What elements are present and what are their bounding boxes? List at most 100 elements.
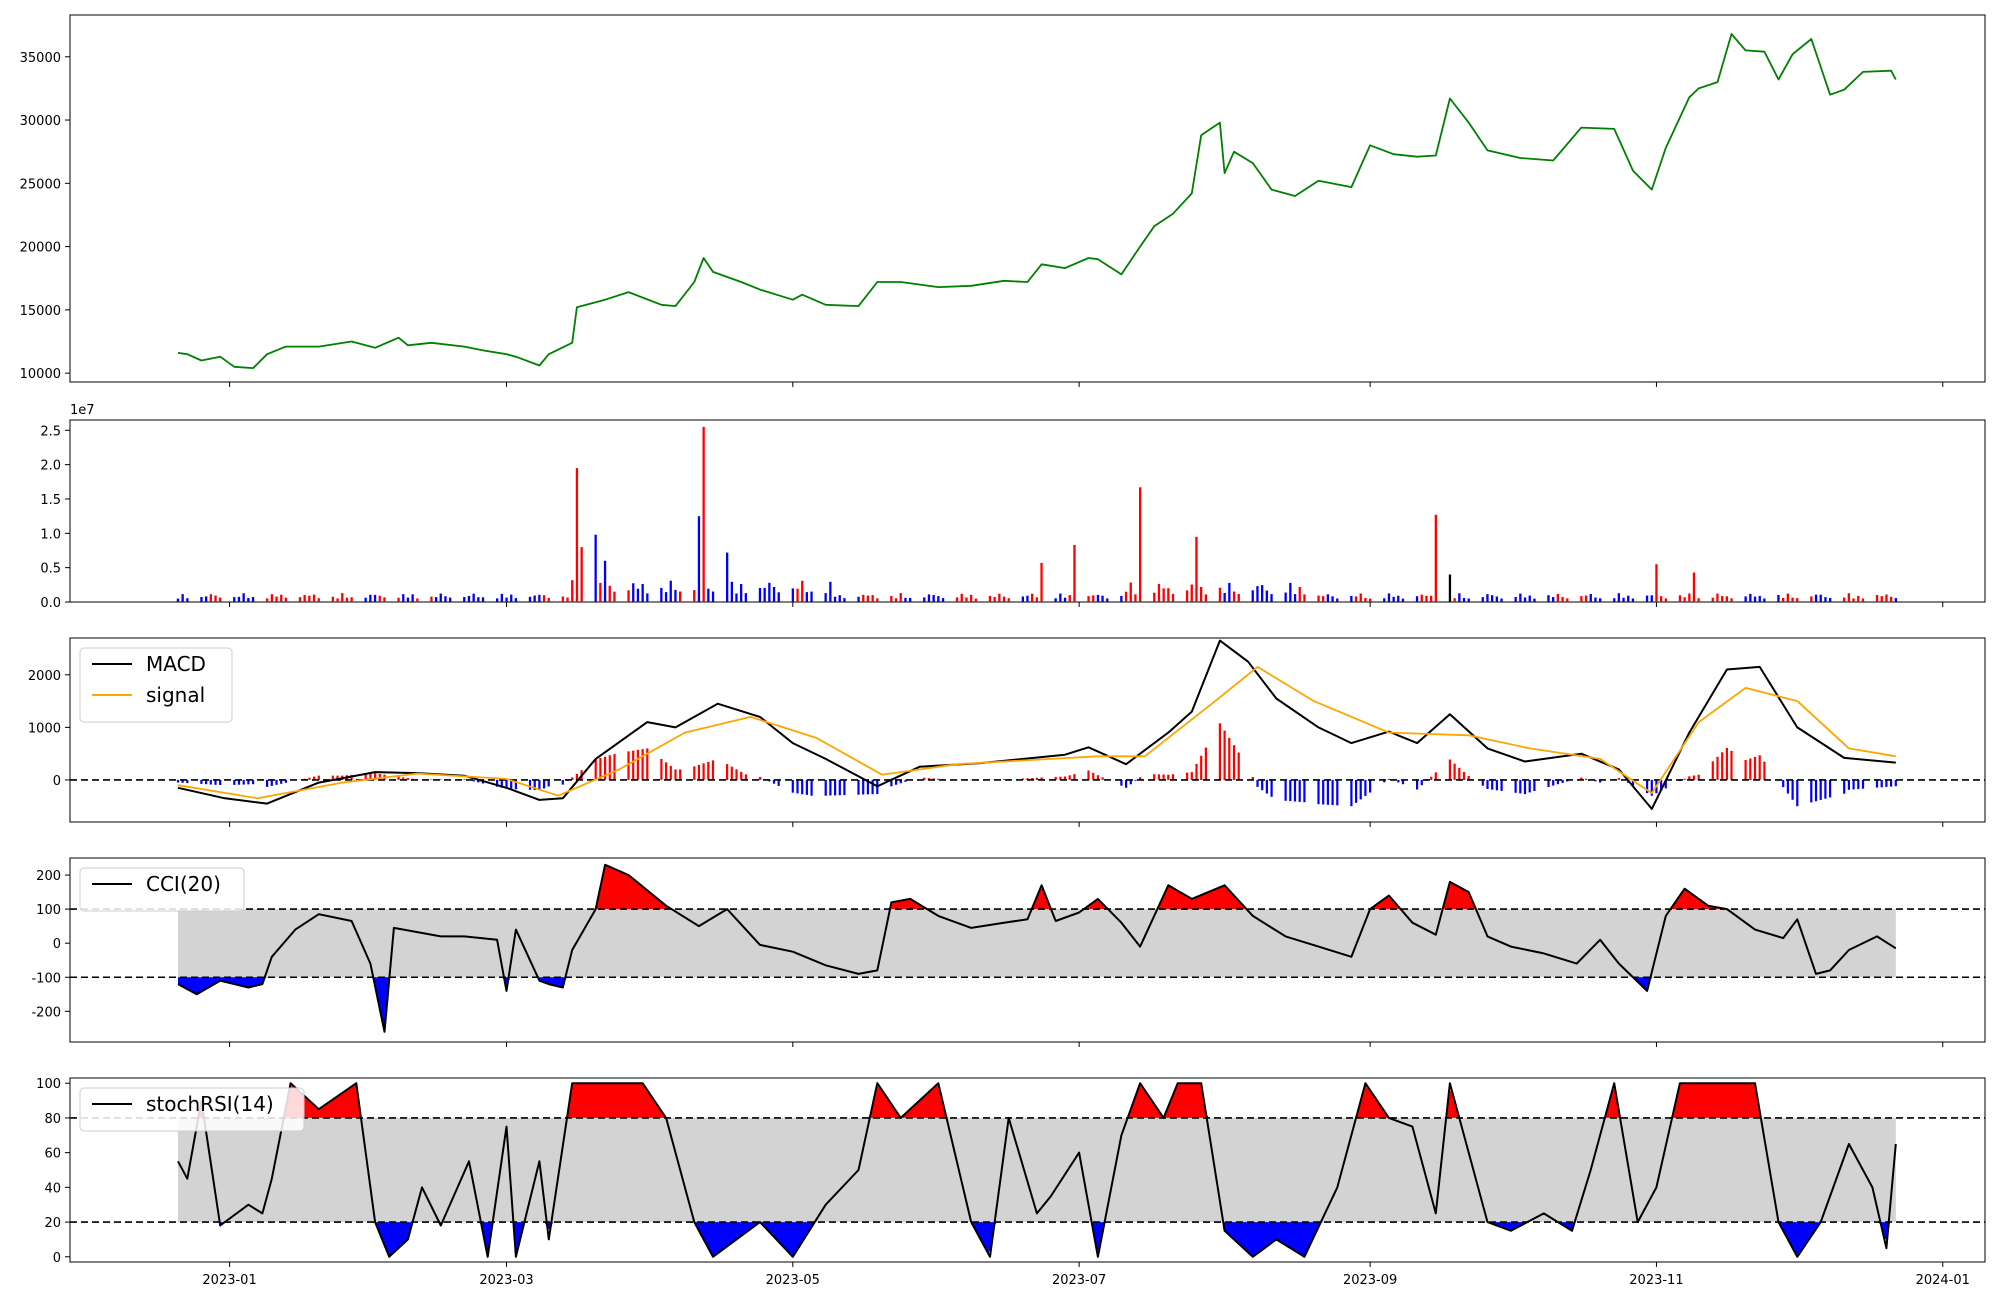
macd-histogram-bar bbox=[1035, 777, 1038, 780]
macd-histogram-bar bbox=[561, 779, 564, 785]
volume-bar bbox=[1599, 598, 1602, 602]
macd-histogram-bar bbox=[772, 779, 776, 784]
macd-histogram-bar bbox=[1500, 779, 1503, 791]
volume-bar bbox=[1711, 597, 1714, 602]
volume-bar bbox=[580, 547, 583, 602]
volume-bar bbox=[1401, 598, 1405, 602]
volume-bar bbox=[373, 594, 377, 602]
macd-histogram-bar bbox=[1125, 779, 1128, 788]
volume-bar bbox=[1514, 597, 1517, 602]
macd-histogram-bar bbox=[402, 777, 405, 780]
macd-histogram-bar bbox=[1716, 756, 1719, 780]
volume-bar bbox=[247, 597, 250, 602]
volume-bar bbox=[970, 594, 973, 602]
volume-bar bbox=[965, 597, 968, 602]
volume-bar bbox=[1716, 593, 1719, 602]
macd-histogram-bar bbox=[1397, 779, 1400, 783]
volume-bar bbox=[1650, 595, 1653, 602]
macd-histogram-bar bbox=[824, 779, 827, 796]
volume-bar bbox=[941, 598, 945, 602]
volume-bar bbox=[1467, 598, 1470, 602]
volume-bar bbox=[439, 593, 442, 602]
volume-bar bbox=[1430, 595, 1433, 602]
macd-histogram-bar bbox=[697, 764, 700, 780]
volume-bar bbox=[660, 587, 663, 602]
volume-bar bbox=[472, 593, 475, 602]
macd-histogram-bar bbox=[233, 779, 236, 785]
volume-bar bbox=[1139, 487, 1142, 602]
macd-histogram-bar bbox=[1261, 779, 1264, 791]
macd-histogram-bar bbox=[758, 776, 762, 780]
volume-bar bbox=[594, 534, 597, 602]
volume-bar bbox=[181, 594, 184, 602]
macd-histogram-bar bbox=[1063, 776, 1067, 780]
macd-histogram-bar bbox=[1495, 779, 1498, 791]
macd-histogram-bar bbox=[1660, 779, 1663, 791]
macd-histogram-bar bbox=[1031, 778, 1034, 780]
volume-bar bbox=[1420, 594, 1423, 602]
volume-bar bbox=[266, 598, 269, 602]
macd-histogram-bar bbox=[1491, 779, 1494, 790]
macd-histogram-bar bbox=[730, 766, 733, 780]
macd-histogram-bar bbox=[1453, 763, 1456, 780]
macd-histogram-bar bbox=[834, 779, 837, 796]
y-tick-label-4: 100 bbox=[36, 1077, 61, 1092]
macd-histogram-bar bbox=[1256, 779, 1259, 787]
macd-histogram-bar bbox=[838, 779, 841, 796]
macd-histogram-bar bbox=[1167, 774, 1170, 780]
volume-bar bbox=[955, 597, 959, 602]
macd-histogram-bar bbox=[1218, 723, 1221, 780]
macd-histogram-bar bbox=[1486, 779, 1489, 789]
volume-bar bbox=[1096, 594, 1100, 602]
volume-bar bbox=[1232, 591, 1236, 602]
volume-bar bbox=[1092, 595, 1095, 602]
macd-histogram-bar bbox=[1753, 756, 1757, 780]
volume-bar bbox=[1021, 596, 1024, 602]
macd-histogram-bar bbox=[627, 751, 630, 780]
macd-histogram-bar bbox=[937, 778, 940, 780]
overbought-fill-3 bbox=[178, 865, 1896, 910]
volume-bar bbox=[1397, 595, 1400, 602]
macd-histogram-bar bbox=[1599, 779, 1602, 783]
volume-bar bbox=[1354, 596, 1358, 602]
macd-histogram-bar bbox=[1758, 755, 1761, 780]
macd-histogram-bar bbox=[219, 779, 222, 785]
volume-bar bbox=[312, 594, 316, 602]
volume-bar bbox=[1645, 595, 1649, 602]
legend-box bbox=[79, 1087, 305, 1132]
plot-frame-0 bbox=[69, 14, 1986, 383]
macd-histogram-bar bbox=[1336, 779, 1339, 806]
volume-bar bbox=[993, 597, 996, 602]
volume-bar bbox=[406, 597, 410, 602]
macd-histogram-bar bbox=[313, 776, 316, 780]
volume-bar bbox=[646, 593, 649, 602]
macd-histogram-bar bbox=[805, 779, 808, 795]
y-tick-label-3: 200 bbox=[36, 869, 61, 884]
volume-bar bbox=[890, 596, 893, 602]
volume-bar bbox=[350, 597, 353, 602]
macd-histogram-bar bbox=[904, 779, 907, 782]
macd-histogram-bar bbox=[1434, 772, 1437, 780]
volume-bar bbox=[1434, 514, 1437, 602]
volume-bar bbox=[1796, 598, 1799, 602]
volume-bar bbox=[876, 598, 879, 602]
volume-bar bbox=[402, 594, 405, 602]
volume-bar bbox=[571, 580, 574, 602]
volume-bar bbox=[1819, 594, 1822, 602]
macd-histogram-bar bbox=[1157, 774, 1160, 780]
volume-bar bbox=[411, 594, 414, 602]
y-tick-label-0: 35000 bbox=[20, 51, 61, 66]
y-tick-label-4: 60 bbox=[44, 1147, 61, 1162]
volume-bar bbox=[463, 597, 466, 602]
macd-histogram-bar bbox=[1416, 779, 1419, 790]
volume-bar bbox=[1777, 594, 1780, 602]
volume-bar bbox=[1298, 587, 1301, 602]
macd-histogram-bar bbox=[1467, 776, 1470, 780]
macd-histogram-bar bbox=[1875, 779, 1879, 788]
volume-bar bbox=[1500, 598, 1503, 602]
macd-histogram-bar bbox=[1721, 752, 1724, 780]
volume-bar bbox=[1810, 596, 1813, 602]
volume-bar bbox=[777, 592, 780, 602]
volume-bar bbox=[1101, 595, 1104, 602]
volume-bar bbox=[1195, 536, 1198, 602]
